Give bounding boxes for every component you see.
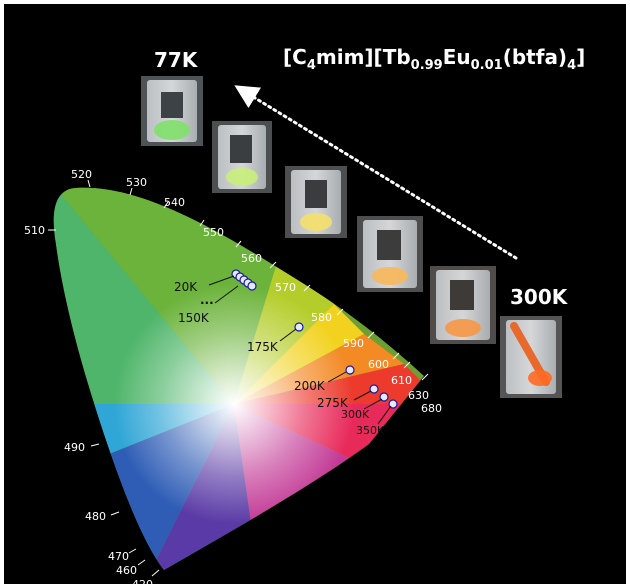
wavelength-label: 610 bbox=[391, 374, 412, 387]
wavelength-label: 600 bbox=[368, 358, 389, 371]
formula-part: Eu bbox=[443, 45, 471, 69]
formula-subscript: 0.99 bbox=[411, 58, 443, 73]
wavelength-label: 680 bbox=[421, 402, 442, 415]
temperature-markers bbox=[231, 269, 398, 409]
wavelength-label: 470 bbox=[108, 550, 129, 563]
temperature-label: 20K bbox=[174, 280, 198, 294]
wavelength-label: 530 bbox=[126, 176, 147, 189]
beaker-77K bbox=[141, 76, 203, 146]
wavelength-label: 590 bbox=[343, 337, 364, 350]
wavelength-label: 560 bbox=[241, 252, 262, 265]
temperature-label: 150K bbox=[178, 311, 210, 325]
formula-part: mim][Tb bbox=[316, 45, 411, 69]
wavelength-label: 520 bbox=[71, 168, 92, 181]
wavelength-label: 490 bbox=[64, 441, 85, 454]
beaker-2 bbox=[212, 121, 272, 193]
temperature-label: 175K bbox=[247, 340, 279, 354]
formula-subscript: 4 bbox=[567, 58, 576, 73]
low-temperature-label: 77K bbox=[154, 48, 199, 72]
compound-formula: [C4mim][Tb0.99Eu0.01(btfa)4] bbox=[283, 45, 585, 73]
temperature-label: 350K bbox=[356, 424, 385, 437]
wavelength-label: 570 bbox=[275, 281, 296, 294]
temperature-label: 275K bbox=[317, 396, 349, 410]
figure-panel: 420 460 470 480 490 510 520 530 540 550 … bbox=[4, 4, 626, 584]
wavelength-label: 460 bbox=[116, 564, 137, 577]
wavelength-label: 480 bbox=[85, 510, 106, 523]
formula-part: [C bbox=[283, 45, 307, 69]
formula-part: ] bbox=[576, 45, 585, 69]
cie-figure: 420 460 470 480 490 510 520 530 540 550 … bbox=[24, 45, 585, 584]
label-leaders bbox=[208, 275, 392, 425]
wavelength-label: 550 bbox=[203, 226, 224, 239]
beaker-300K bbox=[500, 316, 562, 398]
temperature-label: 300K bbox=[341, 408, 370, 421]
wavelength-labels: 420 460 470 480 490 510 520 530 540 550 … bbox=[24, 168, 442, 584]
formula-part: (btfa) bbox=[503, 45, 567, 69]
wavelength-label: 540 bbox=[164, 196, 185, 209]
beaker-5 bbox=[430, 266, 496, 344]
temperature-labels: 20K 150K 175K 200K 275K 300K 350K ... bbox=[174, 280, 385, 437]
ellipsis-mark: ... bbox=[200, 293, 214, 307]
wavelength-label: 630 bbox=[408, 389, 429, 402]
temperature-arrow bbox=[234, 85, 518, 260]
wavelength-label: 580 bbox=[311, 311, 332, 324]
formula-subscript: 4 bbox=[307, 58, 316, 73]
high-temperature-label: 300K bbox=[510, 285, 569, 309]
beaker-3 bbox=[285, 166, 347, 238]
temperature-label: 200K bbox=[294, 379, 326, 393]
locus-ticks bbox=[48, 179, 429, 577]
formula-subscript: 0.01 bbox=[471, 58, 503, 73]
wavelength-label: 420 bbox=[132, 578, 153, 584]
wavelength-label: 510 bbox=[24, 224, 45, 237]
beaker-4 bbox=[357, 216, 423, 292]
